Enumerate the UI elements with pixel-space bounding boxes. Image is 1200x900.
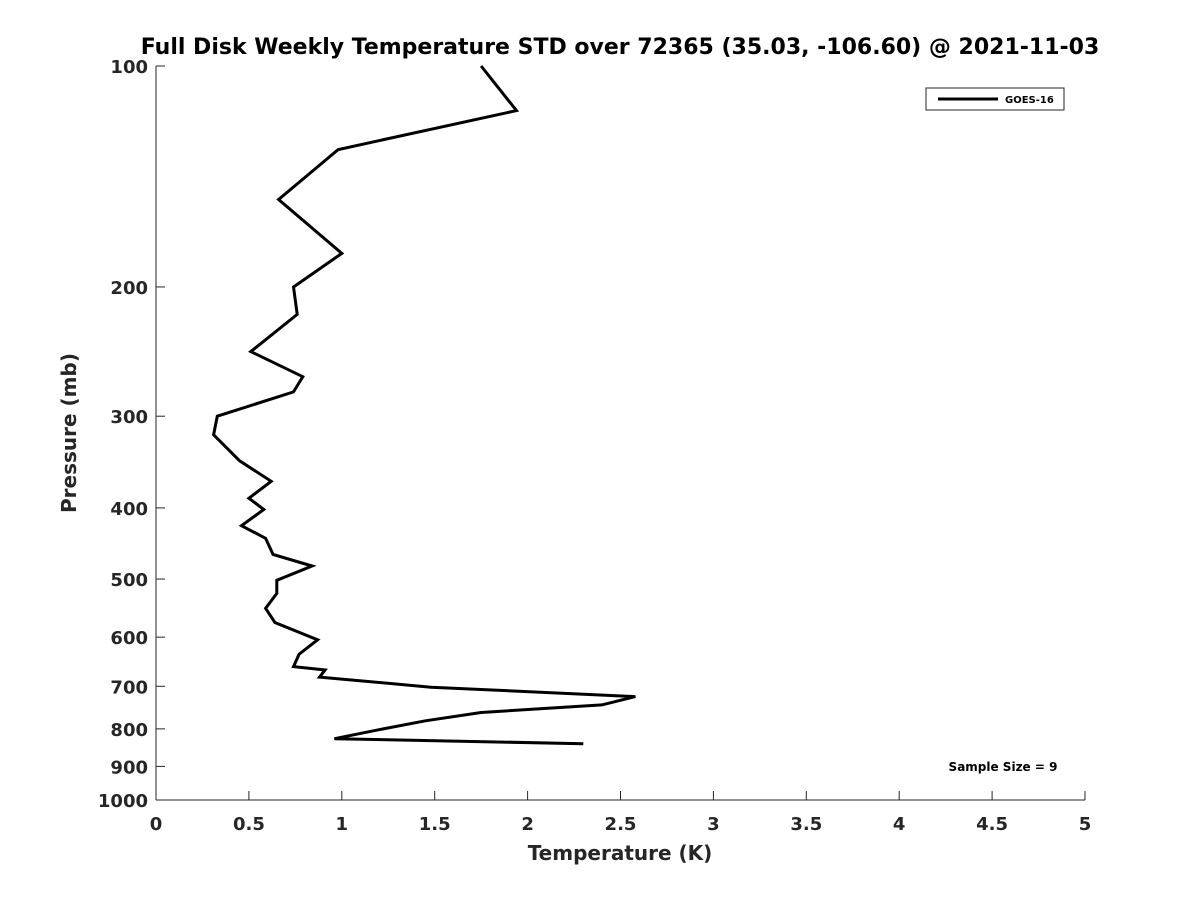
- x-tick-label: 1: [336, 814, 349, 835]
- x-tick-label: 2: [521, 814, 534, 835]
- y-tick-label: 1000: [98, 791, 148, 812]
- x-axis-label: Temperature (K): [528, 841, 713, 865]
- x-tick-label: 0.5: [233, 814, 265, 835]
- x-ticks: 0 0.5 1 1.5 2 2.5 3 3.5 4 4.5 5: [150, 791, 1092, 835]
- chart-title: Full Disk Weekly Temperature STD over 72…: [141, 35, 1100, 60]
- y-tick-label: 800: [110, 720, 148, 741]
- y-tick-label: 100: [110, 57, 148, 78]
- x-tick-label: 4.5: [976, 814, 1008, 835]
- sample-size-annotation: Sample Size = 9: [949, 760, 1058, 774]
- series-line-goes-16: [211, 65, 636, 746]
- y-tick-label: 900: [110, 757, 148, 778]
- x-tick-label: 4: [893, 814, 906, 835]
- y-axis-label: Pressure (mb): [57, 353, 81, 513]
- axes: [155, 66, 1085, 801]
- legend: GOES-16: [925, 87, 1065, 111]
- y-tick-label: 500: [110, 570, 148, 591]
- x-tick-label: 3: [707, 814, 720, 835]
- y-tick-label: 200: [110, 278, 148, 299]
- series-group: [211, 65, 636, 746]
- x-tick-label: 1.5: [419, 814, 451, 835]
- y-tick-label: 400: [110, 499, 148, 520]
- x-tick-label: 5: [1079, 814, 1092, 835]
- x-tick-label: 2.5: [605, 814, 637, 835]
- legend-label: GOES-16: [1005, 95, 1054, 106]
- x-tick-label: 3.5: [790, 814, 822, 835]
- x-tick-label: 0: [150, 814, 163, 835]
- y-ticks: 100 200 300 400 500 600 700 800 900 1000: [98, 57, 165, 812]
- y-tick-label: 700: [110, 677, 148, 698]
- y-tick-label: 300: [110, 407, 148, 428]
- y-tick-label: 600: [110, 628, 148, 649]
